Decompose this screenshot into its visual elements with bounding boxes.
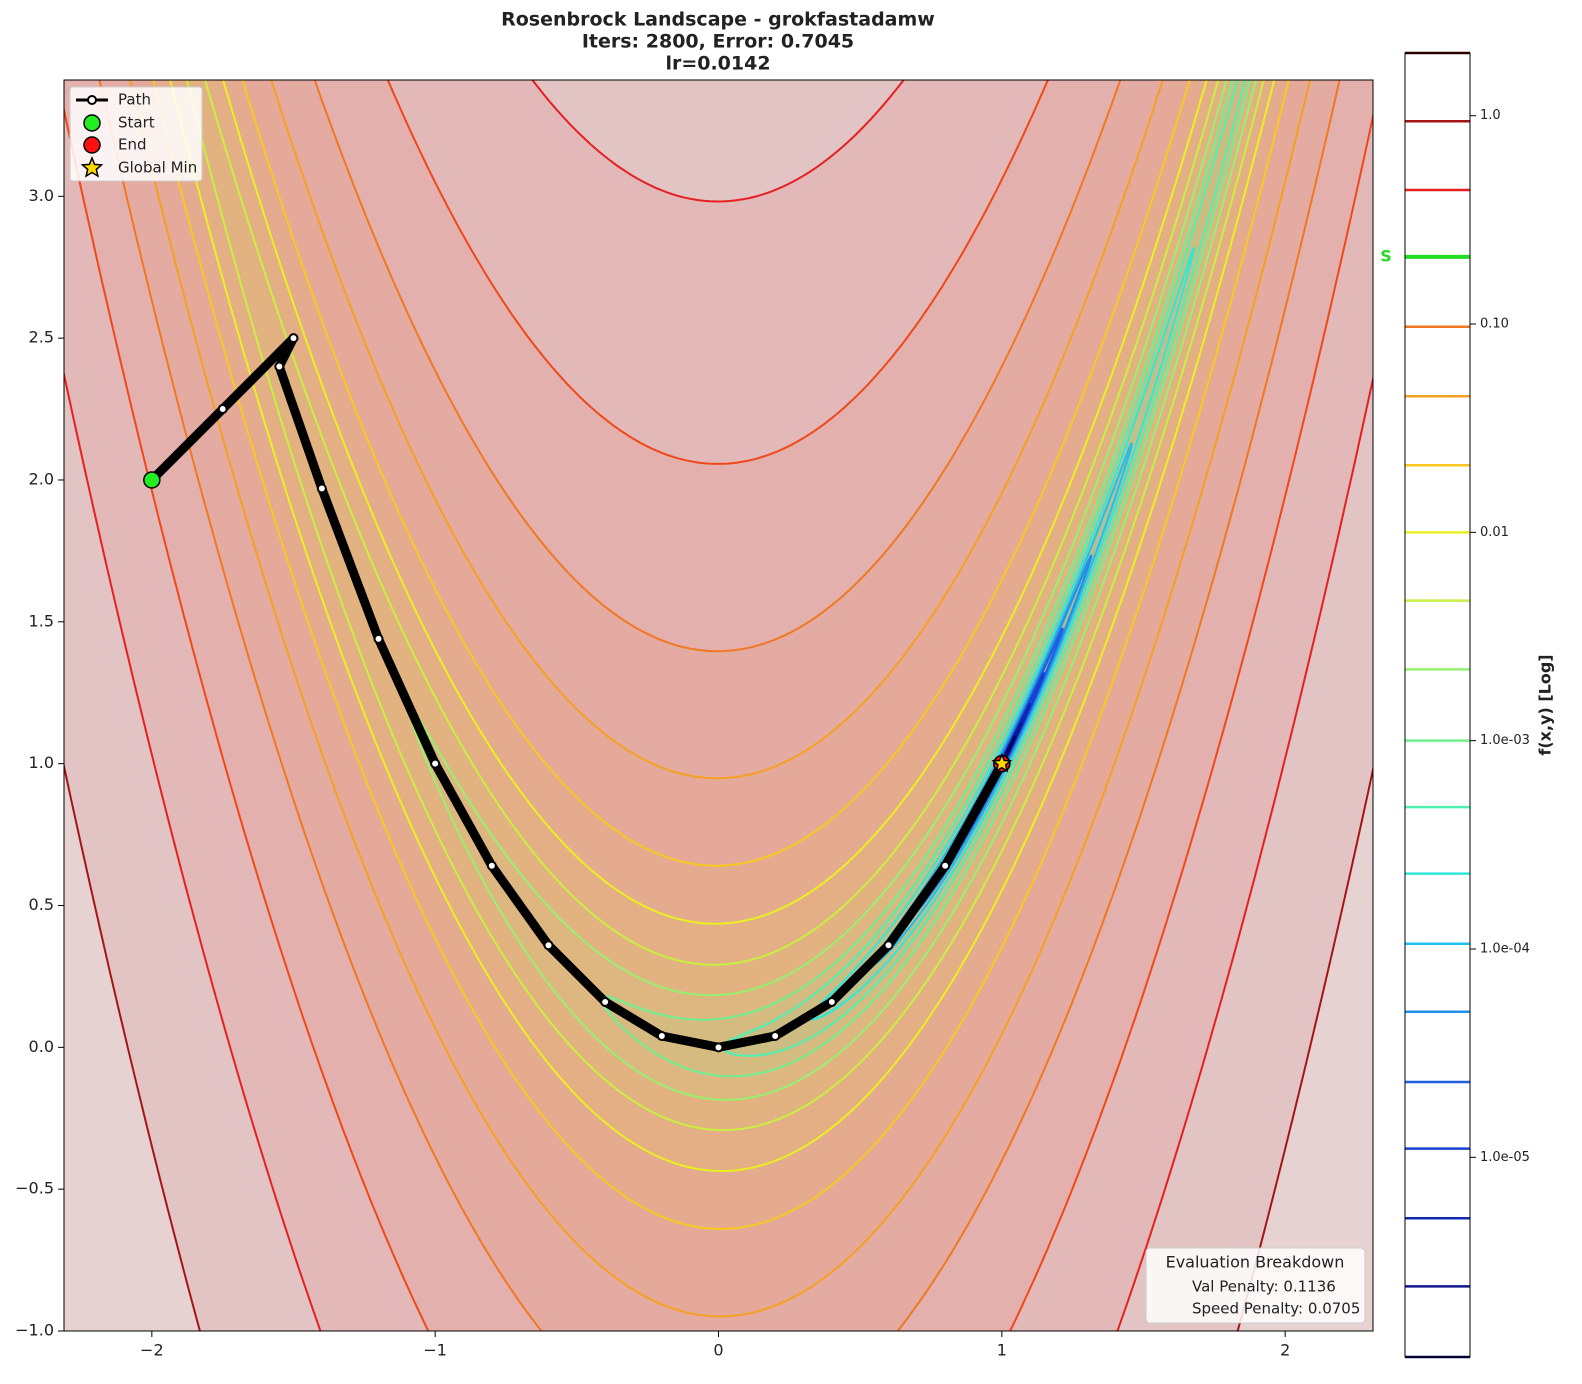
contour-fill (186, 80, 1264, 1131)
contour-line (98, 80, 1341, 1331)
colorbar-background (1405, 53, 1470, 1357)
chart-title: Rosenbrock Landscape - grokfastadamw (501, 9, 935, 31)
colorbar-tick-label: 0.10 (1480, 317, 1509, 332)
path-point (373, 633, 384, 644)
contour-line (129, 80, 1312, 1318)
annotation-box (1145, 1247, 1366, 1324)
y-tick-label: 3.0 (29, 186, 54, 205)
legend-label: Global Min (118, 159, 197, 177)
colorbar-tick-label: 1.0 (1480, 108, 1501, 123)
chart-subtitle: lr=0.0142 (665, 53, 770, 75)
x-tick-label: 1 (997, 1341, 1007, 1360)
contour-fill (407, 80, 1257, 1100)
colorbar-tick-label: 1.0e-04 (1480, 941, 1530, 956)
contour-fill (64, 80, 1373, 1331)
legend-marker (83, 136, 101, 154)
path-point (883, 940, 894, 951)
colorbar-label: f(x,y) [Log] (1536, 654, 1555, 755)
legend-marker (87, 95, 97, 105)
y-tick-label: 0.0 (29, 1037, 54, 1056)
legend-label: Start (118, 114, 155, 132)
contour-fill (64, 80, 1373, 1331)
legend: Path Start End Global Min (69, 86, 203, 182)
colorbar-tick-label: 1.0e-05 (1480, 1150, 1530, 1165)
x-tick-label: 0 (713, 1341, 723, 1360)
path-point (713, 1042, 724, 1053)
x-tick-label: −1 (423, 1341, 447, 1360)
contour-fill (64, 80, 1373, 1331)
legend-box (69, 86, 203, 182)
path-point (430, 758, 441, 769)
path-point (543, 940, 554, 951)
path-point (288, 333, 299, 344)
path-point (217, 404, 228, 415)
path-point (274, 361, 285, 372)
contour-line (151, 80, 1290, 1230)
contour-line (169, 80, 1276, 1172)
legend-label: End (118, 136, 147, 154)
x-tick-label: 2 (1280, 1341, 1290, 1360)
colorbar-marker-label: S (1380, 246, 1392, 265)
annotation-line: Val Penalty: 0.1136 (1192, 1278, 1336, 1296)
contour-line (185, 80, 1265, 1132)
path-point (316, 483, 327, 494)
colorbar: S 1.0 0.10 0.01 1.0e-03 1.0e-04 1.0e-05 (1380, 51, 1530, 1359)
path-point (940, 860, 951, 871)
plot-area (64, 80, 1373, 1331)
y-tick-label: 1.5 (29, 611, 54, 630)
legend-label: Path (118, 91, 151, 109)
annotation-line: Speed Penalty: 0.0705 (1192, 1300, 1360, 1318)
colorbar-frame (1404, 52, 1471, 1358)
path-point (826, 996, 837, 1007)
contour-line (64, 80, 1373, 1331)
legend-marker (83, 114, 101, 132)
y-tick-label: 0.5 (29, 895, 54, 914)
y-tick-label: 2.5 (29, 328, 54, 347)
path-point (486, 860, 497, 871)
contour-fill (99, 80, 1340, 1331)
y-tick-label: −0.5 (15, 1179, 54, 1198)
colorbar-tick-label: 1.0e-03 (1480, 733, 1530, 748)
y-tick-label: 1.0 (29, 753, 54, 772)
chart-subtitle: Iters: 2800, Error: 0.7045 (582, 31, 854, 53)
y-tick-label: 2.0 (29, 469, 54, 488)
path-point (600, 996, 611, 1007)
legend-marker (80, 156, 104, 178)
contour-fill (64, 80, 1373, 1331)
marker-point (143, 471, 161, 489)
path-point (770, 1030, 781, 1041)
annotation-title: Evaluation Breakdown (1166, 1253, 1345, 1272)
marker-star (991, 752, 1013, 773)
x-tick-label: −2 (140, 1341, 164, 1360)
colorbar-tick-label: 0.01 (1480, 525, 1509, 540)
path-point (656, 1030, 667, 1041)
annotation: Evaluation Breakdown Val Penalty: 0.1136… (1145, 1247, 1366, 1324)
y-tick-label: −1.0 (15, 1321, 54, 1340)
